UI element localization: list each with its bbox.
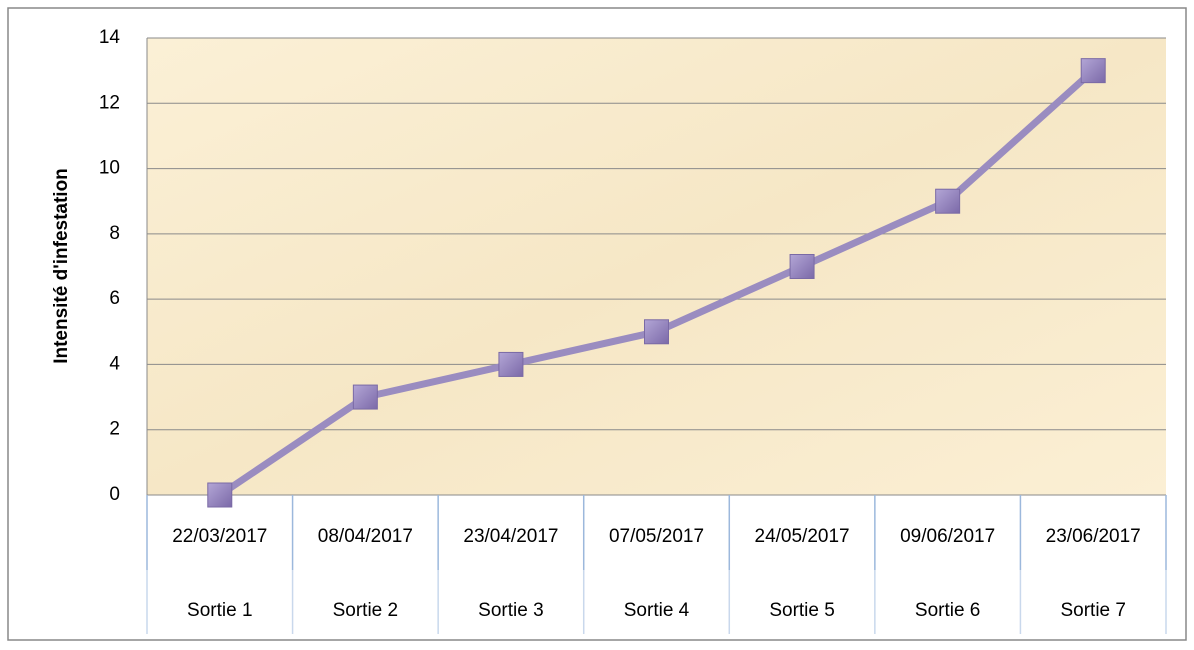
x-tick-label: 23/04/2017 bbox=[463, 526, 558, 547]
y-tick-label: 0 bbox=[109, 484, 120, 505]
x-tick-label: 08/04/2017 bbox=[318, 526, 413, 547]
marker bbox=[935, 188, 961, 214]
x-tick-label: 22/03/2017 bbox=[172, 526, 267, 547]
y-tick-label: 12 bbox=[99, 92, 120, 113]
x-tick-label: 24/05/2017 bbox=[755, 526, 850, 547]
x-group-label: Sortie 7 bbox=[1060, 600, 1125, 621]
marker bbox=[789, 254, 815, 279]
x-group-label: Sortie 1 bbox=[187, 600, 252, 621]
y-tick-label: 2 bbox=[109, 419, 120, 440]
marker bbox=[644, 319, 669, 345]
y-tick-label: 6 bbox=[109, 288, 120, 309]
x-group-label: Sortie 5 bbox=[769, 600, 834, 621]
x-group-label: Sortie 6 bbox=[915, 600, 980, 621]
marker bbox=[498, 351, 524, 377]
x-tick-label: 09/06/2017 bbox=[900, 526, 995, 547]
x-group-label: Sortie 4 bbox=[624, 600, 690, 621]
x-group-label: Sortie 3 bbox=[478, 600, 543, 621]
y-tick-label: 4 bbox=[109, 353, 120, 374]
x-tick-label: 07/05/2017 bbox=[609, 526, 704, 547]
y-tick-label: 10 bbox=[99, 158, 120, 179]
x-tick-label: 23/06/2017 bbox=[1046, 526, 1141, 547]
marker bbox=[352, 384, 378, 410]
marker bbox=[1080, 58, 1106, 84]
plot-area bbox=[147, 38, 1166, 495]
y-axis-title: Intensité d'infestation bbox=[51, 168, 72, 364]
marker bbox=[207, 482, 233, 508]
x-group-label: Sortie 2 bbox=[333, 600, 398, 621]
y-tick-label: 14 bbox=[99, 27, 121, 48]
y-tick-label: 8 bbox=[109, 223, 120, 244]
